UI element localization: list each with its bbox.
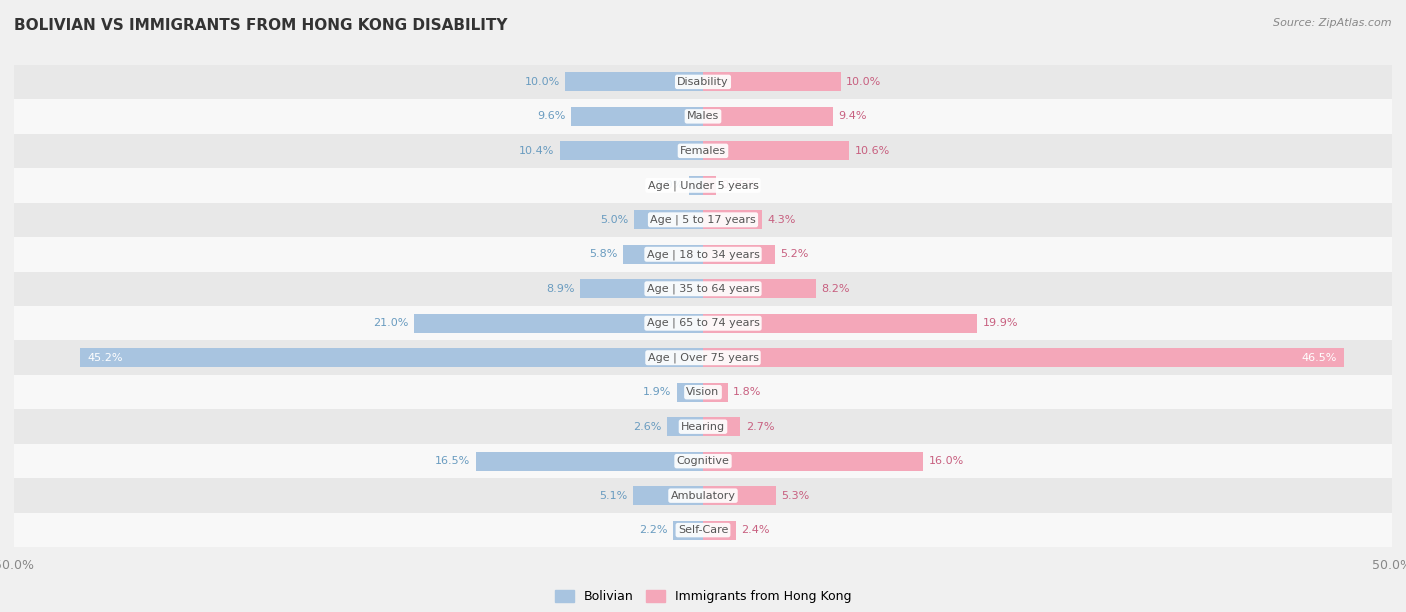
Text: BOLIVIAN VS IMMIGRANTS FROM HONG KONG DISABILITY: BOLIVIAN VS IMMIGRANTS FROM HONG KONG DI… xyxy=(14,18,508,34)
Text: 9.6%: 9.6% xyxy=(537,111,565,121)
Text: Age | 65 to 74 years: Age | 65 to 74 years xyxy=(647,318,759,329)
Bar xyxy=(703,486,776,505)
Text: 16.5%: 16.5% xyxy=(434,456,470,466)
Bar xyxy=(703,176,716,195)
Bar xyxy=(14,203,1392,237)
Bar xyxy=(14,99,1392,133)
Bar xyxy=(14,479,1392,513)
Text: Age | 35 to 64 years: Age | 35 to 64 years xyxy=(647,283,759,294)
Bar xyxy=(703,382,728,401)
Bar xyxy=(14,272,1392,306)
Text: Self-Care: Self-Care xyxy=(678,525,728,535)
Text: 8.9%: 8.9% xyxy=(547,284,575,294)
Text: 10.0%: 10.0% xyxy=(524,77,560,87)
Text: 1.0%: 1.0% xyxy=(655,181,683,190)
Bar xyxy=(14,513,1392,547)
Bar xyxy=(565,72,703,91)
Text: 21.0%: 21.0% xyxy=(373,318,408,328)
Text: 5.1%: 5.1% xyxy=(599,491,627,501)
Text: 10.4%: 10.4% xyxy=(519,146,554,156)
Bar xyxy=(14,168,1392,203)
Text: 46.5%: 46.5% xyxy=(1302,353,1337,363)
Bar xyxy=(14,65,1392,99)
Bar xyxy=(413,314,703,333)
Bar xyxy=(703,417,740,436)
Text: 4.3%: 4.3% xyxy=(768,215,796,225)
Text: 2.4%: 2.4% xyxy=(741,525,770,535)
Bar xyxy=(475,452,703,471)
Bar xyxy=(703,314,977,333)
Bar xyxy=(676,382,703,401)
Text: 5.8%: 5.8% xyxy=(589,249,617,259)
Text: 5.0%: 5.0% xyxy=(600,215,628,225)
Bar xyxy=(634,211,703,230)
Text: 8.2%: 8.2% xyxy=(821,284,851,294)
Text: 10.6%: 10.6% xyxy=(855,146,890,156)
Bar xyxy=(14,375,1392,409)
Bar xyxy=(703,141,849,160)
Text: 2.7%: 2.7% xyxy=(745,422,775,431)
Bar xyxy=(703,245,775,264)
Text: Females: Females xyxy=(681,146,725,156)
Text: Age | 18 to 34 years: Age | 18 to 34 years xyxy=(647,249,759,259)
Text: 2.2%: 2.2% xyxy=(638,525,668,535)
Text: Vision: Vision xyxy=(686,387,720,397)
Text: 45.2%: 45.2% xyxy=(87,353,122,363)
Bar xyxy=(668,417,703,436)
Text: Age | Under 5 years: Age | Under 5 years xyxy=(648,180,758,190)
Text: Age | Over 75 years: Age | Over 75 years xyxy=(648,353,758,363)
Bar xyxy=(703,521,737,540)
Text: 1.9%: 1.9% xyxy=(643,387,671,397)
Text: Disability: Disability xyxy=(678,77,728,87)
Bar xyxy=(633,486,703,505)
Bar xyxy=(80,348,703,367)
Bar xyxy=(14,340,1392,375)
Text: 2.6%: 2.6% xyxy=(633,422,662,431)
Bar xyxy=(14,409,1392,444)
Bar xyxy=(623,245,703,264)
Text: 9.4%: 9.4% xyxy=(838,111,866,121)
Bar xyxy=(703,107,832,126)
Text: 0.95%: 0.95% xyxy=(721,181,756,190)
Text: 19.9%: 19.9% xyxy=(983,318,1018,328)
Text: Age | 5 to 17 years: Age | 5 to 17 years xyxy=(650,215,756,225)
Bar xyxy=(703,348,1344,367)
Bar xyxy=(14,444,1392,479)
Bar xyxy=(560,141,703,160)
Text: Cognitive: Cognitive xyxy=(676,456,730,466)
Text: 5.2%: 5.2% xyxy=(780,249,808,259)
Bar xyxy=(703,72,841,91)
Bar xyxy=(703,452,924,471)
Text: 5.3%: 5.3% xyxy=(782,491,810,501)
Bar xyxy=(703,211,762,230)
Bar xyxy=(672,521,703,540)
Text: Ambulatory: Ambulatory xyxy=(671,491,735,501)
Text: Hearing: Hearing xyxy=(681,422,725,431)
Text: 16.0%: 16.0% xyxy=(929,456,965,466)
Text: 1.8%: 1.8% xyxy=(734,387,762,397)
Text: Source: ZipAtlas.com: Source: ZipAtlas.com xyxy=(1274,18,1392,28)
Bar xyxy=(703,279,815,298)
Bar xyxy=(14,237,1392,272)
Text: 10.0%: 10.0% xyxy=(846,77,882,87)
Bar xyxy=(571,107,703,126)
Bar xyxy=(14,133,1392,168)
Bar xyxy=(689,176,703,195)
Bar xyxy=(14,306,1392,340)
Text: Males: Males xyxy=(688,111,718,121)
Legend: Bolivian, Immigrants from Hong Kong: Bolivian, Immigrants from Hong Kong xyxy=(550,585,856,608)
Bar xyxy=(581,279,703,298)
